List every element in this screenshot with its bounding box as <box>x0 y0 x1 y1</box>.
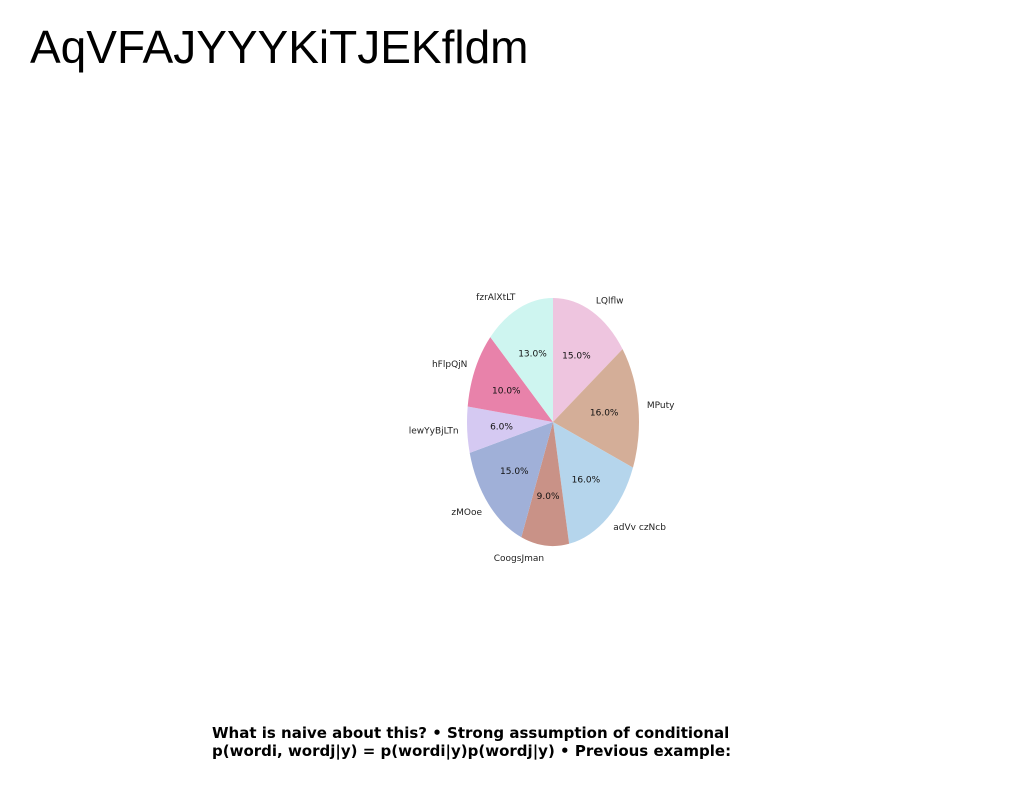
slide-caption: What is naive about this? • Strong assum… <box>212 724 932 760</box>
pie-category-label: lewYyBjLTn <box>409 427 459 437</box>
pie-slice <box>469 422 553 538</box>
pie-category-label: MPuty <box>647 401 675 411</box>
pie-slice <box>490 298 553 422</box>
pie-slice <box>553 349 640 468</box>
pie-category-label: hFlpQjN <box>432 360 467 370</box>
pie-slice <box>521 422 570 546</box>
pie-value-label: 10.0% <box>492 386 521 396</box>
pie-value-label: 6.0% <box>490 423 513 433</box>
pie-value-label: 9.0% <box>537 492 560 502</box>
pie-value-label: 16.0% <box>590 409 619 419</box>
pie-category-label: LQlflw <box>596 297 624 307</box>
caption-line-2: p(wordi, wordj|y) = p(wordi|y)p(wordj|y)… <box>212 742 732 760</box>
pie-slice <box>553 298 623 422</box>
pie-category-label: adVv czNcb <box>613 523 666 533</box>
pie-category-label: fzrAlXtLT <box>476 293 516 303</box>
pie-slice <box>467 406 553 453</box>
pie-value-label: 15.0% <box>562 352 591 362</box>
pie-category-label: zMOoe <box>451 508 482 518</box>
pie-slice <box>467 337 553 422</box>
caption-line-1: What is naive about this? • Strong assum… <box>212 724 730 742</box>
pie-category-label: CoogsJman <box>494 554 544 564</box>
pie-value-label: 15.0% <box>500 467 529 477</box>
pie-slice <box>553 422 633 544</box>
slide-title: AqVFAJYYYKiTJEKfldm <box>30 21 529 73</box>
pie-value-label: 16.0% <box>572 475 601 485</box>
pie-value-label: 13.0% <box>518 350 547 360</box>
